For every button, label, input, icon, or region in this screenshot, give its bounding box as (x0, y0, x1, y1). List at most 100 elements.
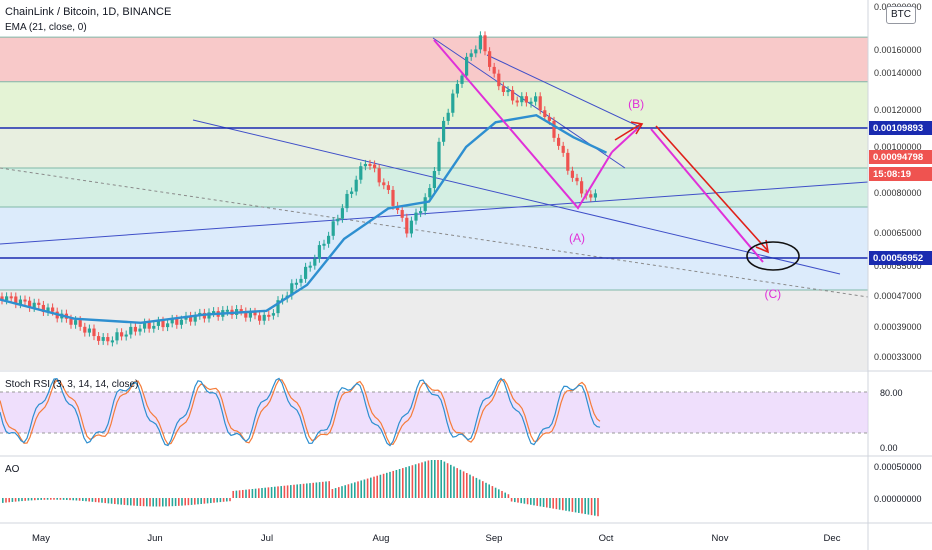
ao-bar (552, 498, 554, 509)
ao-bar (101, 498, 103, 503)
ao-bar (312, 482, 314, 498)
ao-bar (24, 498, 26, 501)
ao-bar (114, 498, 116, 505)
ao-bar (178, 498, 180, 506)
stoch-rsi-legend: Stoch RSI (3, 3, 14, 14, close) (5, 379, 139, 390)
candle (147, 322, 151, 329)
ao-bar (331, 489, 334, 498)
candle (580, 181, 584, 194)
ao-bar (485, 482, 487, 498)
stoch-tick: 80.00 (880, 388, 903, 398)
ao-bar (277, 486, 279, 498)
candle (446, 112, 450, 121)
ao-bar (562, 498, 564, 511)
time-label: Nov (712, 533, 729, 544)
ao-bar (526, 498, 529, 505)
candle (262, 314, 266, 321)
ao-bar (210, 498, 212, 504)
candle (156, 320, 160, 326)
ao-bar (123, 498, 126, 505)
ao-bar (107, 498, 110, 504)
ao-bar (53, 498, 55, 500)
ao-bar (514, 498, 516, 503)
ao-bar (302, 483, 305, 498)
red-arrow-up (614, 123, 642, 141)
ao-bar (565, 498, 567, 511)
candle (28, 300, 32, 308)
ao-bar (360, 480, 362, 498)
ao-bar (472, 476, 474, 498)
ao-bar (88, 498, 90, 502)
ao-bar (568, 498, 570, 512)
price-tag (869, 251, 932, 265)
ao-bar (229, 498, 231, 502)
ao-bar (149, 498, 151, 507)
ao-bar (322, 481, 324, 498)
candle (258, 315, 262, 321)
ao-bar (482, 481, 484, 498)
candle (138, 328, 142, 332)
ao-legend: AO (5, 464, 20, 475)
ao-bar (427, 460, 430, 498)
ao-bar (398, 469, 401, 498)
candle (161, 320, 165, 328)
ao-bar (421, 462, 423, 498)
ao-bar (155, 498, 158, 507)
ao-bar (8, 498, 10, 503)
ao-bar (424, 461, 426, 498)
ao-bar (520, 498, 522, 504)
candle (524, 96, 528, 103)
candle (483, 35, 487, 52)
ao-bar (274, 486, 276, 498)
ao-bar (376, 475, 378, 498)
ao-bar (357, 481, 359, 498)
candle (492, 66, 496, 74)
ao-bar (510, 498, 513, 502)
ao-bar (142, 498, 145, 507)
candle (382, 182, 386, 186)
ao-bar (152, 498, 154, 507)
candle (175, 318, 179, 325)
candle (593, 193, 597, 198)
fib-zone (0, 207, 868, 290)
ao-bar (328, 481, 330, 498)
candle (363, 163, 367, 167)
candle (354, 179, 358, 192)
price-tag (869, 121, 932, 135)
ao-bar (504, 492, 506, 498)
ao-bar (50, 498, 52, 500)
ao-bar (542, 498, 545, 507)
ao-bar (306, 483, 308, 498)
ao-bar (136, 498, 138, 506)
ao-bar (491, 486, 494, 498)
ao-bar (194, 498, 196, 505)
price-tick: 0.00140000 (874, 68, 922, 78)
candle (101, 337, 105, 341)
candle (51, 307, 55, 312)
price-tag-label: 0.00109893 (873, 123, 923, 134)
ao-bar (478, 479, 481, 498)
ao-bar (238, 490, 241, 498)
ao-bar (594, 498, 596, 516)
ao-bar (517, 498, 519, 503)
candle (368, 163, 372, 166)
candle (143, 322, 147, 329)
ao-bar (325, 481, 327, 498)
candle (239, 309, 243, 312)
candle (327, 235, 331, 244)
ao-bar (446, 463, 449, 498)
candle (290, 283, 294, 296)
currency-badge[interactable]: BTC (886, 6, 916, 24)
ao-bar (395, 469, 398, 498)
ao-bar (85, 498, 87, 502)
ao-bar (440, 460, 442, 498)
symbol-title: ChainLink / Bitcoin, 1D, BINANCE (5, 6, 172, 18)
ao-bar (245, 489, 247, 498)
candle (0, 296, 4, 301)
candle (469, 53, 473, 57)
ao-bar (578, 498, 580, 513)
ao-bar (261, 488, 263, 498)
ao-bar (146, 498, 148, 507)
ao-bar (459, 469, 462, 498)
red-arrowhead (755, 239, 770, 254)
